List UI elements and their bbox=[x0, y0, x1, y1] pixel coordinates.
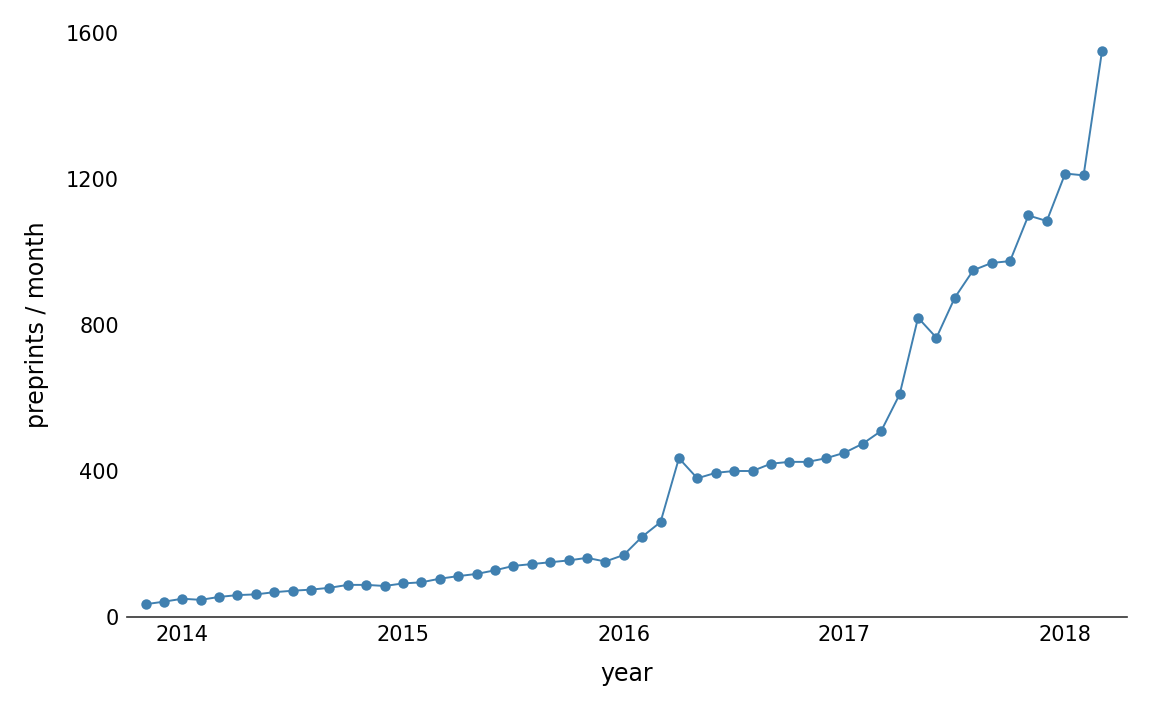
X-axis label: year: year bbox=[600, 662, 653, 686]
Y-axis label: preprints / month: preprints / month bbox=[25, 222, 50, 428]
